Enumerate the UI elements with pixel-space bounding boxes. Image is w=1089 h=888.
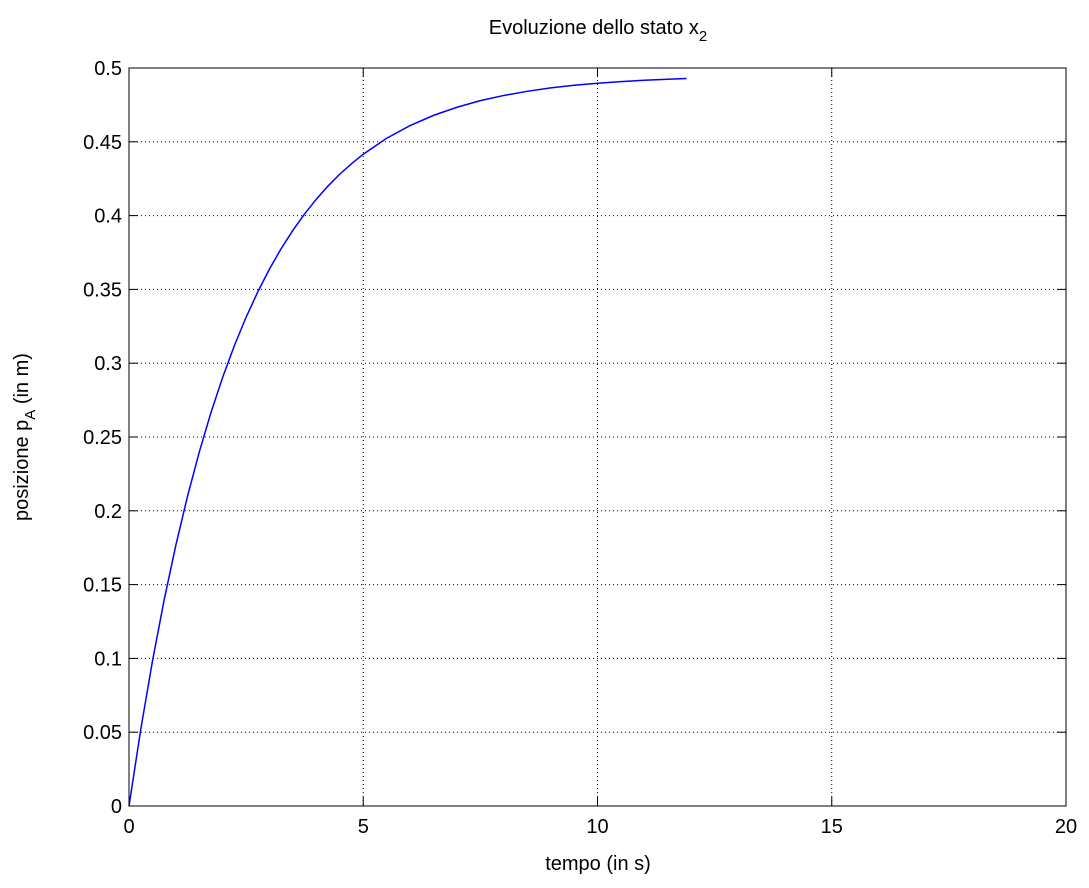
y-tick-label: 0.45 bbox=[83, 132, 122, 154]
y-tick-label: 0.2 bbox=[94, 501, 122, 523]
y-tick-label: 0.35 bbox=[83, 279, 122, 301]
y-axis-label: posizione pA (in m) bbox=[11, 353, 39, 521]
x-axis-label: tempo (in s) bbox=[545, 853, 651, 875]
y-axis-label-suffix: (in m) bbox=[11, 353, 33, 410]
x-tick-label: 10 bbox=[586, 816, 608, 838]
y-tick-label: 0.5 bbox=[94, 58, 122, 80]
chart-title-main: Evoluzione dello stato x bbox=[489, 17, 699, 39]
y-tick-labels: 0 0.05 0.1 0.15 0.2 0.25 0.3 0.35 0.4 0.45 0.5 bbox=[83, 58, 122, 818]
x-tick-labels: 0 5 10 15 20 bbox=[123, 816, 1077, 838]
y-tick-label: 0.05 bbox=[83, 722, 122, 744]
x-tick-label: 20 bbox=[1055, 816, 1077, 838]
chart-title: Evoluzione dello stato x2 bbox=[489, 17, 707, 45]
x-tick-label: 5 bbox=[358, 816, 369, 838]
y-axis-label-main: posizione p bbox=[11, 420, 33, 521]
plot-area: 0 5 10 15 20 0 0.05 0.1 0.15 0.2 0.25 0.3 0.35 0.4 0.… bbox=[83, 58, 1077, 838]
chart-title-subscript: 2 bbox=[699, 28, 707, 45]
tick-marks bbox=[128, 67, 1067, 807]
y-tick-label: 0.15 bbox=[83, 575, 122, 597]
x-tick-label: 15 bbox=[821, 816, 843, 838]
series-line bbox=[128, 77, 687, 807]
x-tick-label: 0 bbox=[123, 816, 134, 838]
y-tick-label: 0.3 bbox=[94, 353, 122, 375]
y-tick-label: 0.1 bbox=[94, 648, 122, 670]
y-tick-label: 0.4 bbox=[94, 206, 122, 228]
y-tick-label: 0 bbox=[111, 796, 122, 818]
y-tick-label: 0.25 bbox=[83, 427, 122, 449]
grid-lines bbox=[129, 68, 1066, 806]
y-axis-label-subscript: A bbox=[22, 410, 39, 420]
